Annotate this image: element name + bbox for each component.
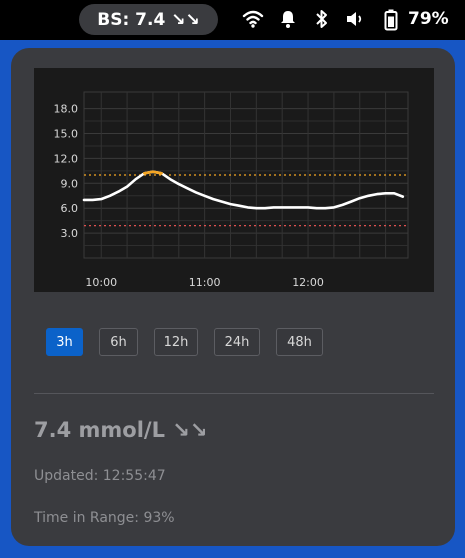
chart-svg: 18.0 15.0 12.0 9.0 6.0 3.0 10:00 11:00 12:00	[54, 91, 409, 289]
status-bar: BS: 7.4 ↘↘ 79%	[0, 0, 465, 40]
current-reading: 7.4 mmol/L ↘↘	[34, 418, 208, 442]
x-tick-label: 11:00	[189, 276, 221, 289]
range-button-3h[interactable]: 3h	[46, 328, 83, 356]
bs-label: BS: 7.4 ↘↘	[97, 9, 200, 30]
y-tick-label: 9.0	[61, 177, 79, 190]
glucose-line	[82, 170, 405, 210]
range-button-6h[interactable]: 6h	[99, 328, 138, 356]
range-button-24h[interactable]: 24h	[214, 328, 260, 356]
glucose-chart: 18.0 15.0 12.0 9.0 6.0 3.0 10:00 11:00 12:00	[34, 68, 434, 292]
notification-bell-icon[interactable]	[279, 9, 297, 29]
divider	[34, 393, 434, 394]
volume-icon[interactable]	[346, 11, 366, 27]
range-button-12h[interactable]: 12h	[154, 328, 198, 356]
battery-percent: 79%	[408, 9, 449, 29]
glucose-line-high	[143, 170, 163, 175]
y-tick-label: 6.0	[61, 202, 79, 215]
time-in-range: Time in Range: 93%	[34, 510, 175, 526]
x-tick-label: 10:00	[85, 276, 117, 289]
bs-indicator[interactable]: BS: 7.4 ↘↘	[79, 4, 218, 35]
y-tick-label: 15.0	[54, 128, 79, 141]
x-tick-label: 12:00	[292, 276, 324, 289]
bluetooth-icon[interactable]	[315, 9, 329, 29]
updated-time: Updated: 12:55:47	[34, 468, 166, 484]
range-button-48h[interactable]: 48h	[276, 328, 323, 356]
y-tick-label: 12.0	[54, 152, 79, 165]
battery-icon[interactable]	[384, 9, 398, 31]
wifi-icon[interactable]	[242, 10, 264, 28]
y-tick-label: 18.0	[54, 103, 79, 116]
y-tick-label: 3.0	[61, 227, 79, 240]
glucose-card: 18.0 15.0 12.0 9.0 6.0 3.0 10:00 11:00 12:00 3h …	[11, 48, 455, 546]
